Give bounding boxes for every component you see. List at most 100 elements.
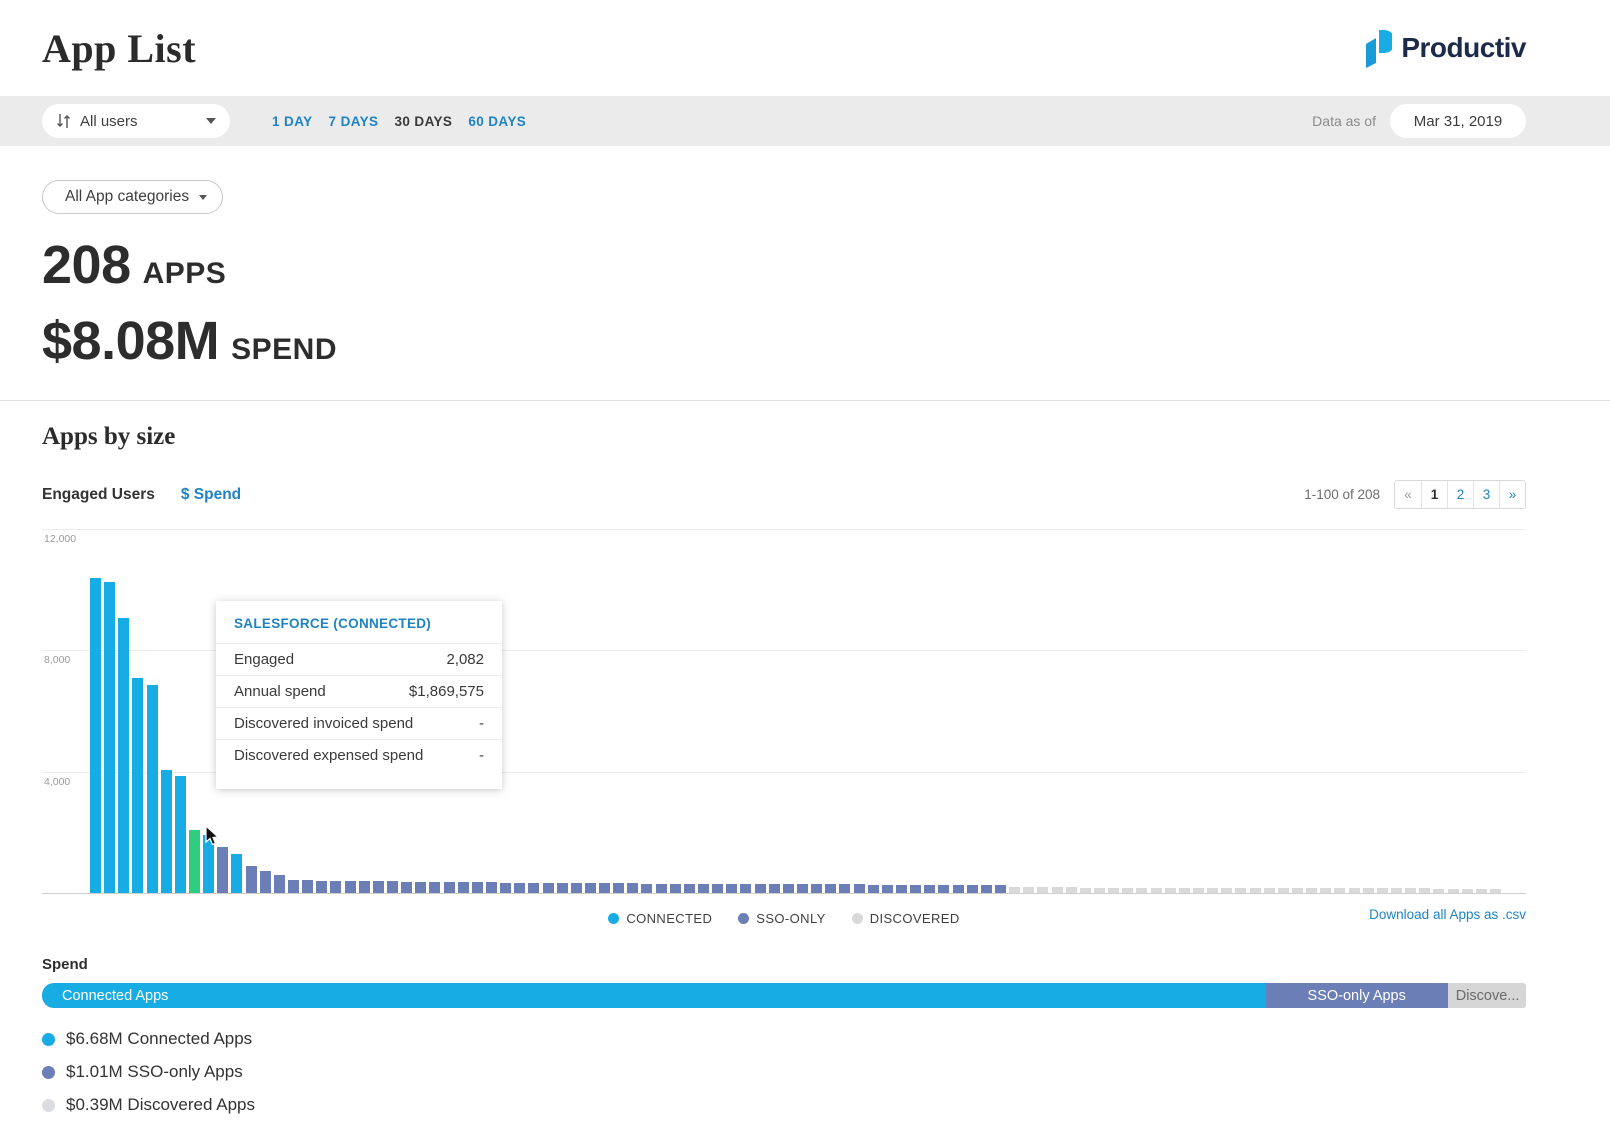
tab-engaged-users[interactable]: Engaged Users xyxy=(42,485,155,503)
chart-bar[interactable] xyxy=(825,884,837,893)
chart-bar[interactable] xyxy=(90,578,101,893)
chart-bar[interactable] xyxy=(542,883,554,893)
chart-bar[interactable] xyxy=(1037,887,1049,893)
date-picker[interactable]: Mar 31, 2019 xyxy=(1390,104,1526,138)
chart-bar[interactable] xyxy=(1065,887,1077,893)
chart-bar[interactable] xyxy=(514,883,526,893)
chart-bar[interactable] xyxy=(1263,888,1275,893)
user-filter-dropdown[interactable]: All users xyxy=(42,104,230,138)
chart-bar[interactable] xyxy=(1192,888,1204,893)
chart-bar[interactable] xyxy=(782,884,794,893)
chart-bar[interactable] xyxy=(485,882,497,893)
chart-bar[interactable] xyxy=(627,883,639,893)
chart-bar[interactable] xyxy=(471,882,483,893)
chart-bar[interactable] xyxy=(1249,888,1261,893)
chart-bar[interactable] xyxy=(1235,888,1247,893)
chart-bar[interactable] xyxy=(1405,888,1417,893)
chart-bar[interactable] xyxy=(966,885,978,893)
tab-60-days[interactable]: 60 DAYS xyxy=(468,113,527,129)
chart-bar[interactable] xyxy=(1390,888,1402,893)
chart-bar[interactable] xyxy=(1334,888,1346,893)
chart-bar[interactable] xyxy=(1108,888,1120,893)
chart-bar[interactable] xyxy=(683,884,695,893)
download-csv-link[interactable]: Download all Apps as .csv xyxy=(1369,907,1526,922)
chart-bar[interactable] xyxy=(599,883,611,893)
chart-bar[interactable] xyxy=(302,880,314,893)
chart-bar[interactable] xyxy=(797,884,809,893)
chart-bar[interactable] xyxy=(1376,888,1388,893)
tab-1-day[interactable]: 1 DAY xyxy=(272,113,313,129)
chart-bar[interactable] xyxy=(726,884,738,893)
chart-bar[interactable] xyxy=(712,884,724,893)
chart-bar[interactable] xyxy=(896,885,908,893)
chart-bar[interactable] xyxy=(867,885,879,893)
chart-bar[interactable] xyxy=(358,881,370,893)
chart-bar[interactable] xyxy=(146,685,158,893)
chart-bar[interactable] xyxy=(160,770,172,893)
chart-bar[interactable] xyxy=(372,881,384,893)
chart-bar[interactable] xyxy=(259,871,271,893)
chart-bar[interactable] xyxy=(1447,889,1459,893)
chart-bar[interactable] xyxy=(287,880,299,893)
chart-bar[interactable] xyxy=(1348,888,1360,893)
chart-bar[interactable] xyxy=(1207,888,1219,893)
chart-bar[interactable] xyxy=(584,883,596,893)
chart-bar[interactable] xyxy=(641,884,653,893)
chart-bar[interactable] xyxy=(118,618,130,893)
chart-bar[interactable] xyxy=(556,883,568,893)
page-3-button[interactable]: 3 xyxy=(1473,481,1499,508)
chart-bar[interactable] xyxy=(1164,888,1176,893)
tab-7-days[interactable]: 7 DAYS xyxy=(328,113,379,129)
chart-bar[interactable] xyxy=(245,866,257,893)
chart-bar[interactable] xyxy=(1475,889,1487,893)
chart-bar[interactable] xyxy=(952,885,964,893)
chart-bar[interactable] xyxy=(1178,888,1190,893)
chart-bar[interactable] xyxy=(1320,888,1332,893)
chart-bar[interactable] xyxy=(429,882,441,893)
tab-30-days[interactable]: 30 DAYS xyxy=(394,113,453,129)
chart-bar[interactable] xyxy=(938,885,950,893)
chart-bar[interactable] xyxy=(910,885,922,893)
chart-bar[interactable] xyxy=(1277,888,1289,893)
chart-bar[interactable] xyxy=(104,582,116,893)
page-2-button[interactable]: 2 xyxy=(1447,481,1473,508)
chart-bar[interactable] xyxy=(811,884,823,893)
chart-bar[interactable] xyxy=(669,884,681,893)
chart-bar[interactable] xyxy=(217,847,229,893)
chart-bar[interactable] xyxy=(443,882,455,893)
chart-bar[interactable] xyxy=(1221,888,1233,893)
chart-bar[interactable] xyxy=(655,884,667,893)
chart-bar[interactable] xyxy=(768,884,780,893)
chart-bar[interactable] xyxy=(1079,888,1091,893)
chart-bar[interactable] xyxy=(839,884,851,893)
chart-bar[interactable] xyxy=(1291,888,1303,893)
chart-bar[interactable] xyxy=(980,885,992,893)
chart-bar[interactable] xyxy=(698,884,710,893)
page-next-button[interactable]: » xyxy=(1499,481,1525,508)
chart-bar[interactable] xyxy=(528,883,540,893)
chart-bar[interactable] xyxy=(1489,889,1501,893)
chart-bar[interactable] xyxy=(1150,888,1162,893)
chart-bar[interactable] xyxy=(1419,888,1431,893)
spend-segment-sso-only[interactable]: SSO-only Apps xyxy=(1265,983,1448,1008)
spend-segment-discovered[interactable]: Discove... xyxy=(1447,983,1526,1008)
chart-bar[interactable] xyxy=(174,776,186,893)
chart-bar[interactable] xyxy=(1093,888,1105,893)
chart-bar[interactable] xyxy=(457,882,469,893)
chart-bar[interactable] xyxy=(415,882,427,893)
chart-bar[interactable] xyxy=(1051,887,1063,893)
page-1-button[interactable]: 1 xyxy=(1421,481,1447,508)
chart-bar[interactable] xyxy=(1362,888,1374,893)
chart-bar[interactable] xyxy=(316,881,328,893)
spend-segment-connected[interactable]: Connected Apps xyxy=(42,983,1266,1008)
chart-bar[interactable] xyxy=(1023,887,1035,893)
chart-bar[interactable] xyxy=(995,885,1006,893)
chart-bar[interactable] xyxy=(1433,889,1445,893)
chart-bar[interactable] xyxy=(1136,888,1148,893)
chart-bar[interactable] xyxy=(344,881,356,893)
chart-bar[interactable] xyxy=(570,883,582,893)
page-prev-button[interactable]: « xyxy=(1404,487,1412,502)
chart-bar[interactable] xyxy=(203,835,215,893)
chart-bar[interactable] xyxy=(881,885,893,893)
chart-bar[interactable] xyxy=(853,884,865,893)
